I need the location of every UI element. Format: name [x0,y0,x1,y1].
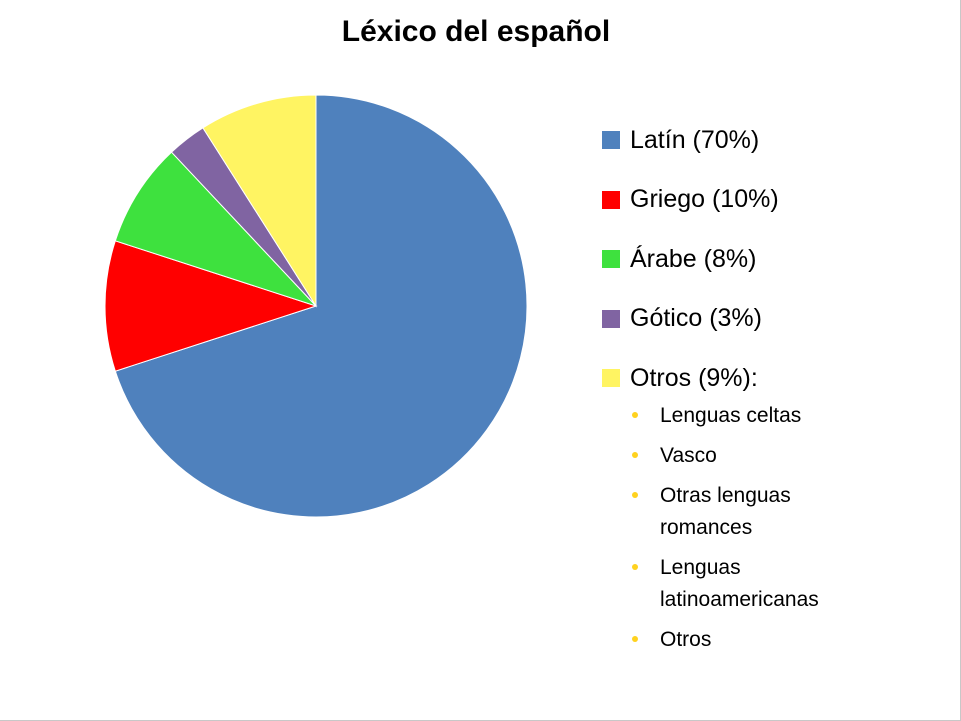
legend-note: Lenguas latinoamericanas [602,552,860,616]
note-bullet [632,491,638,498]
pie-slice [114,94,528,518]
legend-swatch [602,309,620,328]
legend-entry: Árabe (8%) [602,241,942,277]
legend: Latín (70%) Griego (10%) Árabe (8%) Gótico … [602,122,942,664]
pie-slice [104,240,318,372]
pie-slice [202,94,317,308]
legend-note: Lenguas celtas [602,400,860,432]
legend-swatch [602,369,620,387]
note-text: Lenguas celtas [660,403,802,427]
legend-entry: Otros (9%): [602,360,942,396]
note-bullet [632,635,638,642]
legend-notes: Lenguas celtas Vasco Otras lenguas romance… [602,400,942,656]
note-bullet [632,451,638,458]
chart-title: Léxico del español [342,15,610,48]
legend-label: Gótico (3%) [630,304,762,332]
legend-entry: Griego (10%) [602,182,942,218]
legend-swatch [602,250,620,268]
legend-swatch [602,131,620,149]
legend-note: Otras lenguas romances [602,480,860,544]
legend-note: Vasco [602,440,860,472]
legend-entries: Latín (70%) Griego (10%) Árabe (8%) Gótico … [602,122,942,396]
note-text: Otras lenguas romances [660,483,791,539]
legend-label: Árabe (8%) [630,244,757,273]
note-bullet [632,563,638,570]
legend-entry: Gótico (3%) [602,301,942,337]
legend-swatch [602,190,620,209]
note-bullet [632,411,638,418]
note-text: Otros [660,627,712,651]
note-text: Vasco [660,443,717,467]
note-text: Lenguas latinoamericanas [660,555,819,611]
legend-label: Otros (9%): [630,363,758,392]
legend-label: Latín (70%) [630,125,760,154]
legend-label: Griego (10%) [630,185,779,213]
pie-slice [114,151,317,307]
legend-entry: Latín (70%) [602,122,942,158]
legend-note: Otros [602,624,860,656]
